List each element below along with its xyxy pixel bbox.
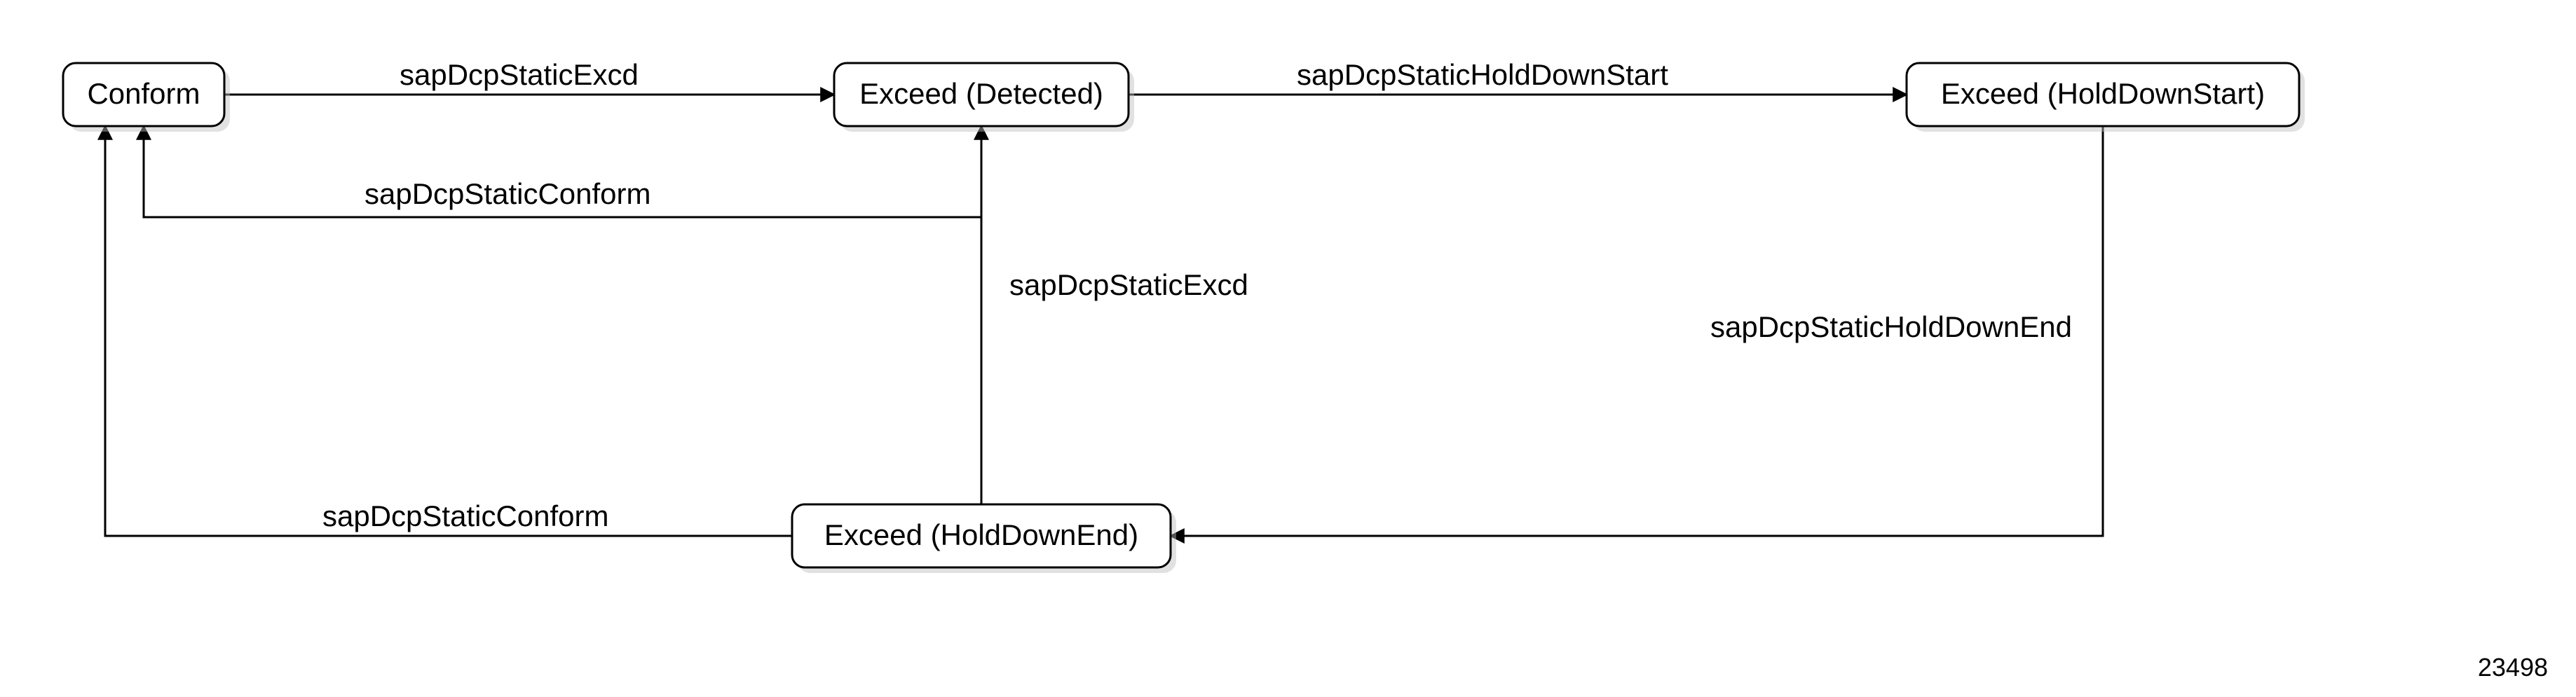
node-label-conform: Conform bbox=[87, 77, 200, 110]
edge-label-e1: sapDcpStaticExcd bbox=[400, 58, 639, 91]
diagram-id: 23498 bbox=[2478, 653, 2548, 682]
node-hdend: Exceed (HoldDownEnd) bbox=[792, 504, 1176, 573]
node-label-hdend: Exceed (HoldDownEnd) bbox=[824, 518, 1138, 551]
node-label-hdstart: Exceed (HoldDownStart) bbox=[1941, 77, 2265, 110]
node-detected: Exceed (Detected) bbox=[834, 63, 1134, 132]
node-label-detected: Exceed (Detected) bbox=[859, 77, 1103, 110]
edge-label-e6: sapDcpStaticConform bbox=[322, 499, 609, 532]
node-conform: Conform bbox=[63, 63, 230, 132]
edge-label-e4: sapDcpStaticHoldDownEnd bbox=[1710, 310, 2072, 343]
edge-label-e5: sapDcpStaticExcd bbox=[1009, 268, 1248, 301]
edge-label-e2: sapDcpStaticHoldDownStart bbox=[1297, 58, 1668, 91]
node-hdstart: Exceed (HoldDownStart) bbox=[1907, 63, 2305, 132]
edge-label-e3: sapDcpStaticConform bbox=[364, 177, 651, 210]
